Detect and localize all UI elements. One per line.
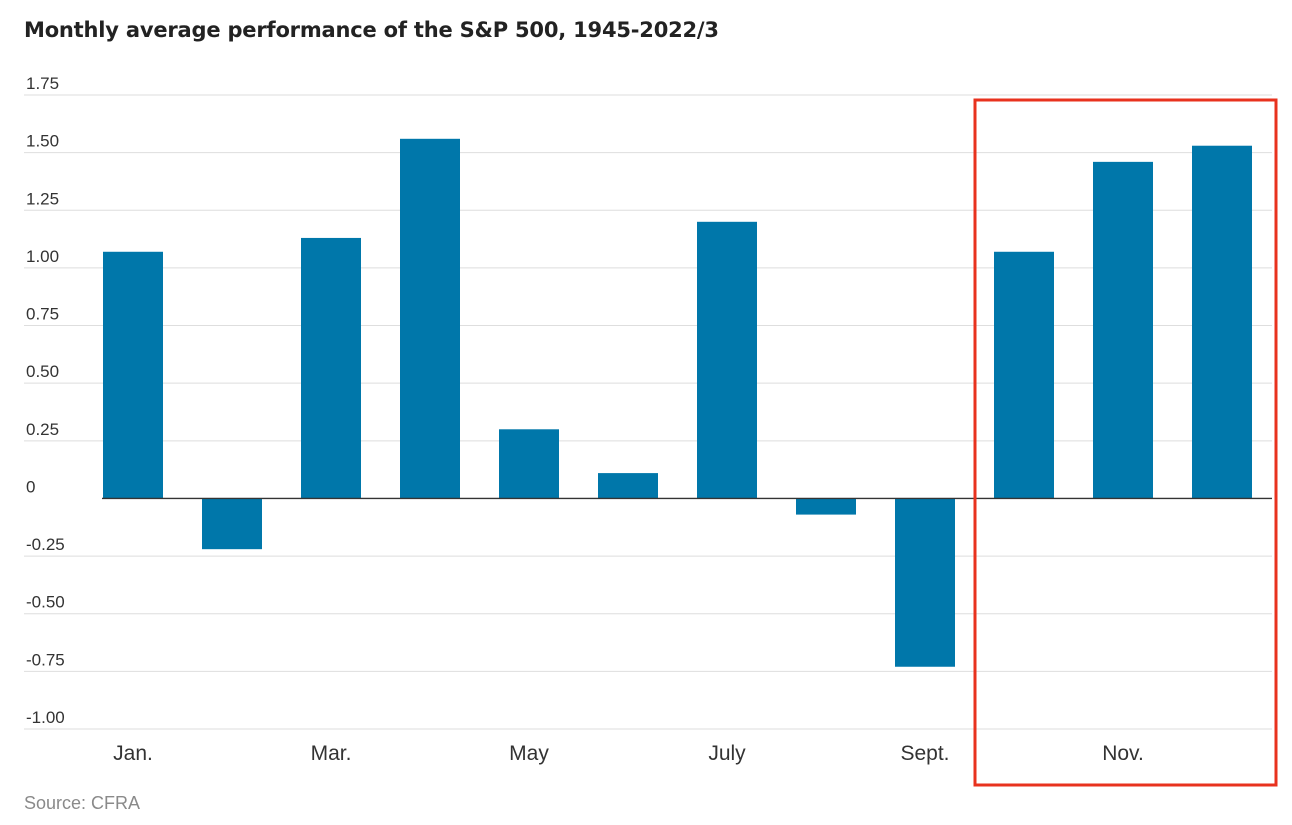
bar-jan	[103, 251, 163, 499]
bars	[103, 138, 1252, 667]
y-tick-label: 0.25	[26, 420, 59, 439]
x-tick-label: July	[708, 742, 746, 765]
bar-aug	[796, 498, 856, 515]
y-tick-label: -0.75	[26, 650, 65, 669]
y-tick-label: 0.75	[26, 305, 59, 324]
bar-oct	[994, 251, 1054, 499]
y-tick-label: 0	[26, 477, 35, 496]
y-tick-label: 1.25	[26, 189, 59, 208]
bar-dec	[1192, 145, 1252, 499]
gridlines	[24, 94, 1272, 730]
y-tick-label: 1.75	[26, 74, 59, 93]
y-tick-label: 1.00	[26, 247, 59, 266]
y-tick-label: 0.50	[26, 362, 59, 381]
bar-apr	[400, 138, 460, 499]
bar-june	[598, 473, 658, 499]
x-tick-label: Nov.	[1102, 742, 1144, 765]
highlight-box	[973, 98, 1278, 787]
bar-feb	[202, 498, 262, 550]
bar-nov	[1093, 161, 1153, 499]
y-tick-label: -0.50	[26, 593, 65, 612]
y-tick-label: 1.50	[26, 132, 59, 151]
x-axis-ticks: Jan. Mar. May July Sept. Nov.	[113, 742, 1144, 765]
bar-may	[499, 429, 559, 499]
bar-sept	[895, 498, 955, 667]
chart-title: Monthly average performance of the S&P 5…	[24, 18, 719, 42]
chart-source: Source: CFRA	[24, 793, 141, 813]
x-tick-label: Sept.	[900, 742, 949, 765]
y-tick-label: -0.25	[26, 535, 65, 554]
bar-mar	[301, 237, 361, 499]
highlight-box-layer	[973, 98, 1278, 787]
x-tick-label: Jan.	[113, 742, 153, 765]
bar-july	[697, 221, 757, 499]
x-tick-label: Mar.	[311, 742, 352, 765]
y-tick-label: -1.00	[26, 708, 65, 727]
x-tick-label: May	[509, 742, 549, 765]
y-axis-ticks: 1.75 1.50 1.25 1.00 0.75 0.50 0.25 0 -0.25 -0.50 -…	[26, 74, 65, 727]
